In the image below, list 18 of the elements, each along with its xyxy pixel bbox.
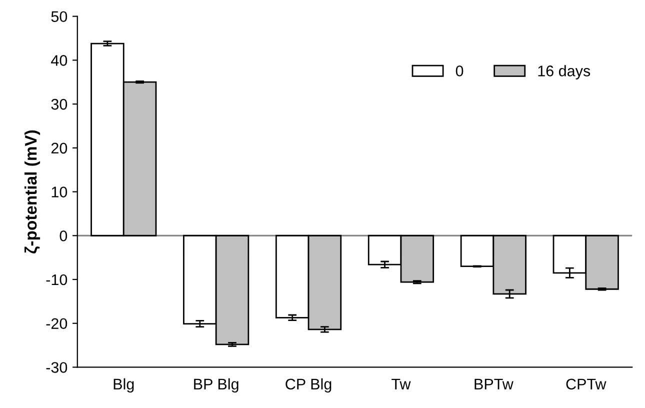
y-tick-label: 20 xyxy=(51,142,68,154)
x-tick-label: CPTw xyxy=(566,378,606,390)
y-tick-label: -10 xyxy=(46,274,68,286)
x-tick-label: BP Blg xyxy=(194,378,238,393)
y-axis-title: ζ-potential (mV) xyxy=(24,130,40,254)
y-tick-label: 50 xyxy=(51,11,68,22)
legend-label: 0 xyxy=(456,66,464,76)
legend-label: 16 days xyxy=(538,65,590,80)
x-tick-label: Tw xyxy=(392,378,411,390)
x-tick-label: CP Blg xyxy=(286,378,332,393)
x-tick-label: Blg xyxy=(114,378,134,393)
y-tick-label: 0 xyxy=(60,230,68,242)
y-tick-label: -20 xyxy=(46,318,68,330)
y-tick-label: 30 xyxy=(51,98,68,110)
y-tick-label: 40 xyxy=(51,55,68,66)
x-tick-label: BPTw xyxy=(474,378,514,390)
y-tick-label: -30 xyxy=(46,362,68,373)
y-tick-label: 10 xyxy=(52,186,68,198)
